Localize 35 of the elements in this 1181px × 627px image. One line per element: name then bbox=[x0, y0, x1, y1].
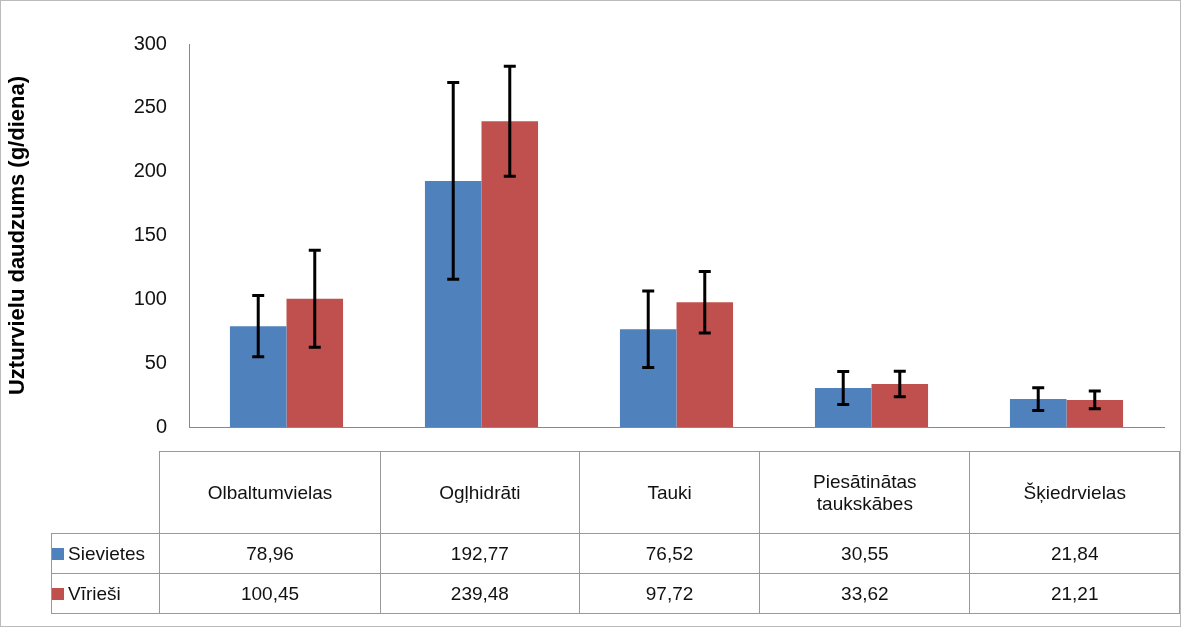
legend-label: Vīrieši bbox=[51, 573, 160, 614]
x-tick-label: Olbaltumvielas bbox=[159, 451, 381, 534]
bar bbox=[1009, 399, 1067, 427]
legend-label: Sievietes bbox=[51, 533, 160, 574]
data-label: 30,55 bbox=[759, 533, 970, 574]
y-tick-label: 300 bbox=[133, 31, 167, 54]
y-tick-label: 250 bbox=[133, 95, 167, 118]
bar bbox=[286, 298, 344, 427]
x-tick-label: Ogļhidrāti bbox=[380, 451, 580, 534]
y-tick-label: 100 bbox=[133, 286, 167, 309]
data-label: 33,62 bbox=[759, 573, 970, 614]
bar bbox=[676, 302, 734, 427]
bar bbox=[814, 388, 872, 427]
data-label: 100,45 bbox=[159, 573, 381, 614]
y-axis-title: Uzturvielu daudzums (g/diena) bbox=[4, 75, 30, 396]
data-label: 97,72 bbox=[579, 573, 760, 614]
bar bbox=[481, 121, 539, 427]
bar bbox=[619, 329, 677, 427]
data-label: 239,48 bbox=[380, 573, 580, 614]
x-tick-label: Tauki bbox=[579, 451, 760, 534]
y-tick-label: 150 bbox=[133, 223, 167, 246]
y-tick-label: 50 bbox=[144, 350, 167, 373]
data-label: 78,96 bbox=[159, 533, 381, 574]
y-tick-label: 0 bbox=[155, 414, 167, 437]
data-label: 76,52 bbox=[579, 533, 760, 574]
data-label: 21,84 bbox=[969, 533, 1180, 574]
data-label: 21,21 bbox=[969, 573, 1180, 614]
y-tick-label: 200 bbox=[133, 159, 167, 182]
x-tick-label: Šķiedrvielas bbox=[969, 451, 1180, 534]
x-tick-label: Piesātinātas taukskābes bbox=[759, 451, 970, 534]
bar bbox=[424, 180, 482, 427]
bar bbox=[1066, 399, 1124, 427]
data-label: 192,77 bbox=[380, 533, 580, 574]
bar bbox=[871, 384, 929, 427]
bar bbox=[229, 326, 287, 427]
